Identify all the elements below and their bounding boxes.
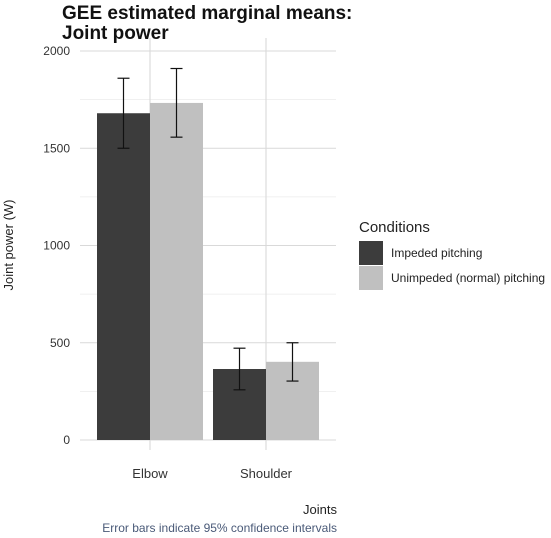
errorbar-shoulder-unimpeded: [286, 342, 299, 382]
legend-swatch-impeded: [359, 241, 383, 265]
chart-caption: Error bars indicate 95% confidence inter…: [102, 521, 337, 535]
errorbar-elbow-impeded: [117, 77, 130, 149]
bar-elbow-unimpeded: [150, 102, 203, 440]
x-tick-label: Elbow: [132, 466, 168, 481]
chart-title: GEE estimated marginal means: Joint powe…: [62, 4, 352, 44]
y-tick-label: 1500: [43, 141, 70, 155]
legend-item-impeded: Impeded pitching: [359, 241, 482, 265]
y-tick-labels: 0 500 1000 1500 2000: [43, 44, 70, 447]
legend-title: Conditions: [359, 219, 430, 236]
legend-item-unimpeded: Unimpeded (normal) pitching: [359, 266, 545, 290]
errorbar-elbow-unimpeded: [170, 67, 183, 138]
y-axis-label: Joint power (W): [1, 199, 16, 290]
chart-title-line-1: GEE estimated marginal means:: [62, 3, 353, 24]
bar-elbow-impeded: [97, 113, 150, 441]
y-tick-label: 500: [50, 336, 70, 350]
legend-swatch-unimpeded: [359, 266, 383, 290]
bars: [97, 102, 319, 441]
legend-label-unimpeded: Unimpeded (normal) pitching: [391, 271, 546, 285]
x-tick-labels: Elbow Shoulder: [132, 466, 292, 481]
chart-title-line-2: Joint power: [62, 23, 169, 44]
legend-label-impeded: Impeded pitching: [391, 246, 483, 260]
x-axis-label: Joints: [303, 502, 337, 517]
y-tick-label: 2000: [43, 44, 70, 58]
errorbar-shoulder-impeded: [233, 347, 246, 391]
error-bars: [117, 67, 299, 391]
x-tick-label: Shoulder: [240, 466, 293, 481]
y-tick-label: 1000: [43, 239, 70, 253]
y-tick-label: 0: [63, 433, 70, 447]
